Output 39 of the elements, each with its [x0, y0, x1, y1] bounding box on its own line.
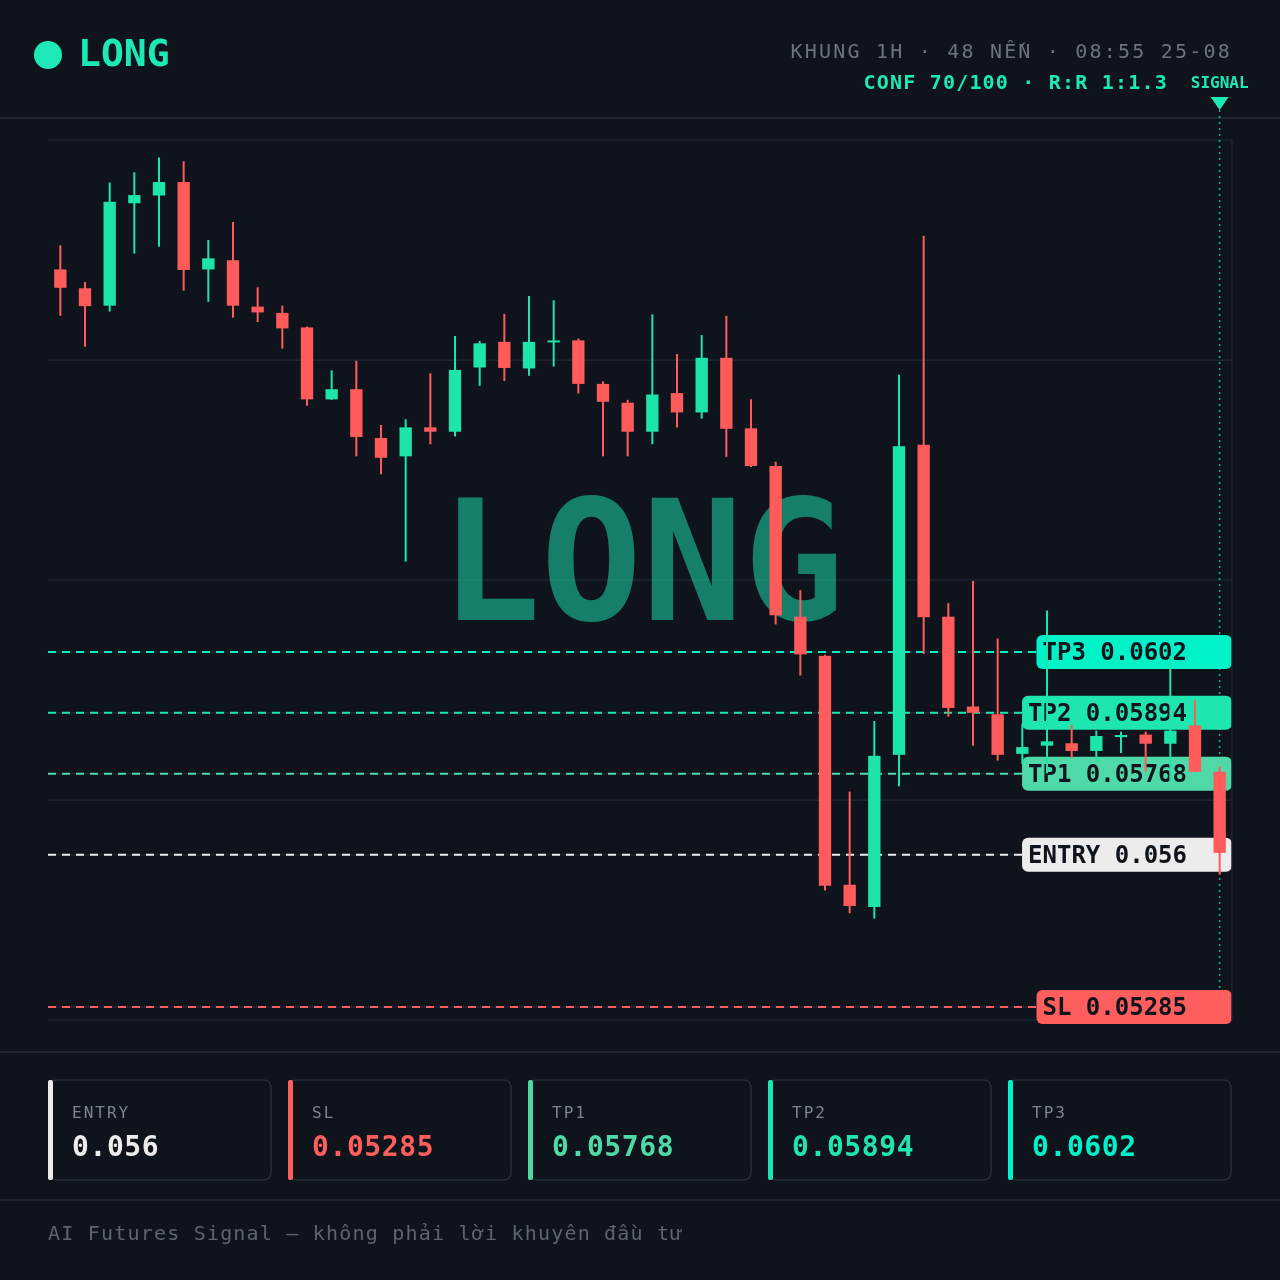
chart-subtitle: KHUNG 1H · 48 NẾN · 08:55 25-08 [790, 39, 1232, 63]
candlestick [54, 244, 67, 317]
text: CONF 70/100 · R:R 1:1.3 [863, 70, 1168, 94]
candlestick [1114, 730, 1128, 754]
data-label: 0.05285 [312, 1130, 435, 1163]
candlestick [670, 352, 684, 429]
data-label: 0.056 [72, 1130, 160, 1163]
category-label: TP1 [552, 1103, 587, 1122]
ref-line-label: TP3 [1042, 637, 1086, 666]
candlestick [276, 304, 289, 350]
data-label: 0.05768 [552, 1130, 675, 1163]
candlestick [202, 238, 215, 303]
text: AI Futures Signal — không phải lời khuyên đầu tư [48, 1221, 684, 1245]
candlestick [374, 423, 388, 476]
candlestick [547, 299, 560, 368]
candlestick [424, 372, 437, 446]
candlestick [152, 156, 166, 248]
data-label: 0.0602 [1032, 1130, 1137, 1163]
ref-line-label: SL [1042, 992, 1072, 1021]
category-label: TP2 [792, 1103, 827, 1122]
candlestick [325, 369, 338, 401]
category-label: SL [312, 1103, 336, 1122]
candlestick [966, 579, 980, 747]
text: SIGNAL [1190, 73, 1249, 92]
category-label: ENTRY [72, 1103, 131, 1122]
candlestick [78, 281, 92, 348]
candlestick [596, 380, 610, 458]
candlestick [128, 171, 141, 255]
category-label: TP3 [1032, 1103, 1067, 1122]
y-tick-label: 0.05285 [1085, 992, 1187, 1021]
y-tick-label: 0.056 [1114, 840, 1187, 869]
y-tick-label: 0.05894 [1085, 698, 1187, 727]
candlestick [1065, 723, 1078, 760]
data-label: 0.05894 [792, 1130, 915, 1163]
chart-title: LONG [78, 31, 170, 75]
y-tick-label: 0.0602 [1100, 637, 1187, 666]
y-tick-label: 0.05768 [1085, 759, 1187, 788]
ref-line-label: ENTRY [1028, 840, 1101, 869]
candlestick [843, 790, 856, 915]
